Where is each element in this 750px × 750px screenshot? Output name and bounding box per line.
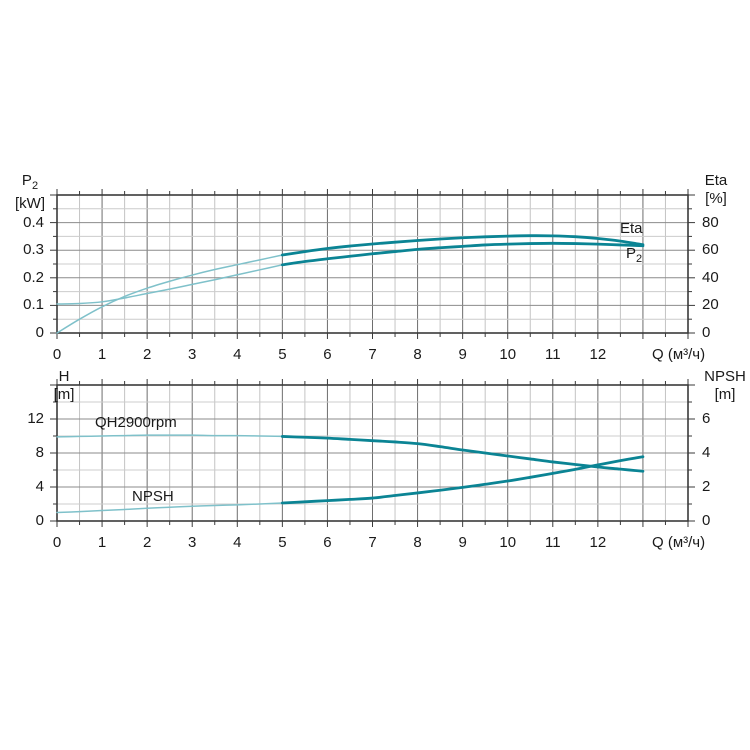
- top-chart-x-tick-label: 9: [458, 346, 467, 363]
- bottom-chart-x-tick-label: 10: [499, 534, 517, 551]
- bottom-chart-left-tick-label: 8: [35, 444, 44, 461]
- eta-axis-title-unit: [%]: [705, 190, 727, 207]
- top-chart-x-tick-label: 6: [323, 346, 332, 363]
- curve-eta-thin: [56, 254, 284, 334]
- top-chart-x-tick-label: 8: [413, 346, 422, 363]
- bottom-chart-x-tick-label: 7: [368, 534, 377, 551]
- top-chart-left-tick-label: 0.4: [23, 213, 44, 231]
- bottom-chart-plot-frame: [56, 384, 689, 522]
- top-chart-left-tick-label: 0.1: [23, 296, 44, 314]
- curve-eta-bold: [280, 234, 645, 257]
- top-chart-right-tick-label: 40: [702, 268, 719, 286]
- h-axis-title: H [m]: [44, 368, 84, 404]
- h-axis-title-name: H: [58, 368, 70, 385]
- curve-qh-thin: [56, 434, 284, 438]
- bottom-chart-right-tick-label: 6: [702, 410, 711, 427]
- top-chart-x-tick-label: 4: [233, 346, 242, 363]
- bottom-chart-left-tick-label: 12: [27, 410, 44, 427]
- h-axis-title-unit: [m]: [53, 386, 75, 403]
- top-chart-right-tick-label: 0: [702, 324, 711, 341]
- curve-p2-thin: [56, 264, 284, 305]
- bottom-chart-right-tick-label: 4: [702, 444, 711, 461]
- bottom-chart-x-tick-label: 3: [188, 534, 197, 551]
- bottom-chart-right-tick-label: 2: [702, 478, 711, 495]
- bottom-chart-x-tick-label: 9: [458, 534, 467, 551]
- top-chart-right-tick-label: 60: [702, 241, 719, 259]
- top-chart-x-tick-label: 10: [499, 346, 517, 363]
- bottom-chart-x-tick-label: 4: [233, 534, 242, 551]
- p2-symbol-sub: 2: [31, 180, 39, 192]
- npsh-axis-title-name: NPSH: [704, 368, 746, 385]
- top-chart-left-tick-label: 0.3: [23, 241, 44, 259]
- bottom-chart-left-tick-label: 0: [35, 512, 44, 529]
- bottom-chart-x-tick-label: 0: [52, 534, 62, 551]
- bottom-chart-right-tick-label: 0: [702, 512, 711, 529]
- top-chart-x-tick-label: 12: [589, 346, 607, 363]
- p2-curve-label-sub: 2: [636, 253, 643, 265]
- top-chart-plot-frame: [56, 194, 689, 334]
- curve-npsh-bold: [280, 455, 645, 505]
- bottom-chart-x-tick-label: 8: [413, 534, 422, 551]
- curve-npsh-thin: [56, 502, 284, 514]
- bottom-chart-x-tick-label: 5: [278, 534, 287, 551]
- top-chart-x-tick-label: 0: [52, 346, 62, 363]
- p2-curve-label: P2: [626, 246, 642, 267]
- npsh-axis-title-unit: [m]: [714, 386, 736, 403]
- p2-curve-label-main: P: [626, 245, 637, 262]
- bottom-chart-x-tick-label: 12: [589, 534, 607, 551]
- top-chart-x-tick-label: 5: [278, 346, 287, 363]
- curve-p2-bold: [280, 241, 645, 267]
- top-chart-x-tick-label: 7: [368, 346, 377, 363]
- curve-qh-bold: [280, 435, 645, 473]
- eta-curve-label: Eta: [620, 220, 643, 237]
- bottom-chart-left-tick-label: 4: [35, 478, 44, 495]
- p2-axis-title-symbol: P2: [8, 172, 52, 195]
- top-chart-x-tick-label: 1: [97, 346, 107, 363]
- p2-axis-title-unit: [kW]: [15, 195, 45, 212]
- bottom-chart-x-tick-label: 1: [97, 534, 107, 551]
- eta-axis-title-name: Eta: [704, 172, 728, 189]
- top-chart-x-tick-label: 11: [544, 346, 561, 363]
- qh-curve-label: QH2900rpm: [95, 414, 177, 431]
- p2-axis-title: P2 [kW]: [8, 172, 52, 213]
- eta-axis-title: Eta [%]: [696, 172, 736, 208]
- top-chart-x-tick-label: 3: [188, 346, 197, 363]
- top-chart-left-tick-label: 0.2: [23, 268, 44, 286]
- top-chart-right-tick-label: 20: [702, 296, 719, 314]
- npsh-axis-title: NPSH [m]: [700, 368, 750, 404]
- top-chart-x-axis-unit: Q (м³/ч): [652, 346, 706, 363]
- top-chart-x-tick-label: 2: [142, 346, 152, 363]
- top-chart-left-tick-label: 0: [35, 324, 44, 341]
- bottom-chart-x-axis-unit: Q (м³/ч): [652, 534, 706, 551]
- top-chart-right-tick-label: 80: [702, 213, 719, 231]
- p2-symbol-main: P: [21, 172, 32, 189]
- bottom-chart-x-tick-label: 6: [323, 534, 332, 551]
- bottom-chart-x-tick-label: 2: [142, 534, 152, 551]
- bottom-chart-x-tick-label: 11: [544, 534, 561, 551]
- npsh-curve-label: NPSH: [132, 488, 174, 505]
